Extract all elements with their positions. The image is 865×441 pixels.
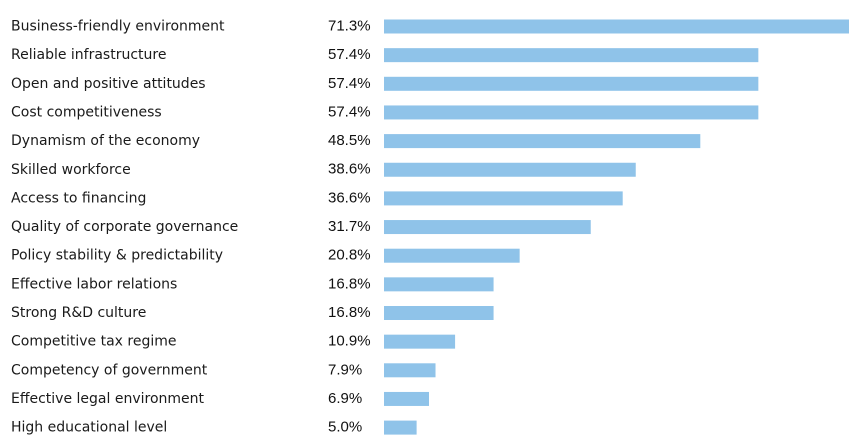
value-label: 36.6%: [328, 189, 371, 206]
bar: [384, 391, 429, 406]
category-label: Dynamism of the economy: [11, 133, 200, 149]
category-label: Access to financing: [11, 190, 146, 206]
bar: [384, 162, 636, 177]
bar: [384, 76, 759, 91]
value-label: 57.4%: [328, 103, 371, 120]
value-label: 5.0%: [328, 419, 362, 436]
bar: [384, 48, 759, 63]
bar: [384, 248, 520, 263]
category-labels: Business-friendly environment Reliable in…: [11, 19, 238, 436]
category-label: Competitive tax regime: [11, 334, 176, 350]
bar: [384, 334, 456, 349]
value-label: 57.4%: [328, 75, 371, 92]
bars: [384, 19, 849, 435]
category-label: Effective legal environment: [11, 391, 205, 407]
value-labels: 71.3% 57.4% 57.4% 57.4% 48.5% 38.6% 36.6% 31.7%…: [328, 17, 371, 435]
bar: [384, 420, 417, 435]
value-label: 20.8%: [328, 247, 371, 264]
category-label: Effective labor relations: [11, 276, 177, 292]
value-label: 57.4%: [328, 46, 371, 63]
value-label: 7.9%: [328, 361, 362, 378]
bar: [384, 363, 436, 378]
bar: [384, 105, 759, 120]
bar: [384, 134, 701, 149]
category-label: Competency of government: [11, 362, 208, 378]
category-label: High educational level: [11, 420, 167, 436]
bar: [384, 277, 494, 292]
value-label: 48.5%: [328, 132, 371, 149]
value-label: 16.8%: [328, 304, 371, 321]
category-label: Policy stability & predictability: [11, 248, 223, 264]
value-label: 6.9%: [328, 390, 362, 407]
bar: [384, 191, 623, 206]
value-label: 31.7%: [328, 218, 371, 235]
category-label: Business-friendly environment: [11, 19, 225, 35]
category-label: Cost competitiveness: [11, 104, 162, 120]
value-label: 71.3%: [328, 17, 371, 34]
category-label: Quality of corporate governance: [11, 219, 238, 235]
value-label: 10.9%: [328, 333, 371, 350]
bar: [384, 306, 494, 320]
value-label: 38.6%: [328, 161, 371, 178]
value-label: 16.8%: [328, 275, 371, 292]
bar: [384, 220, 591, 235]
category-label: Reliable infrastructure: [11, 47, 166, 63]
bar: [384, 19, 849, 34]
category-label: Open and positive attitudes: [11, 76, 206, 92]
category-label: Strong R&D culture: [11, 305, 146, 321]
category-label: Skilled workforce: [11, 162, 131, 178]
